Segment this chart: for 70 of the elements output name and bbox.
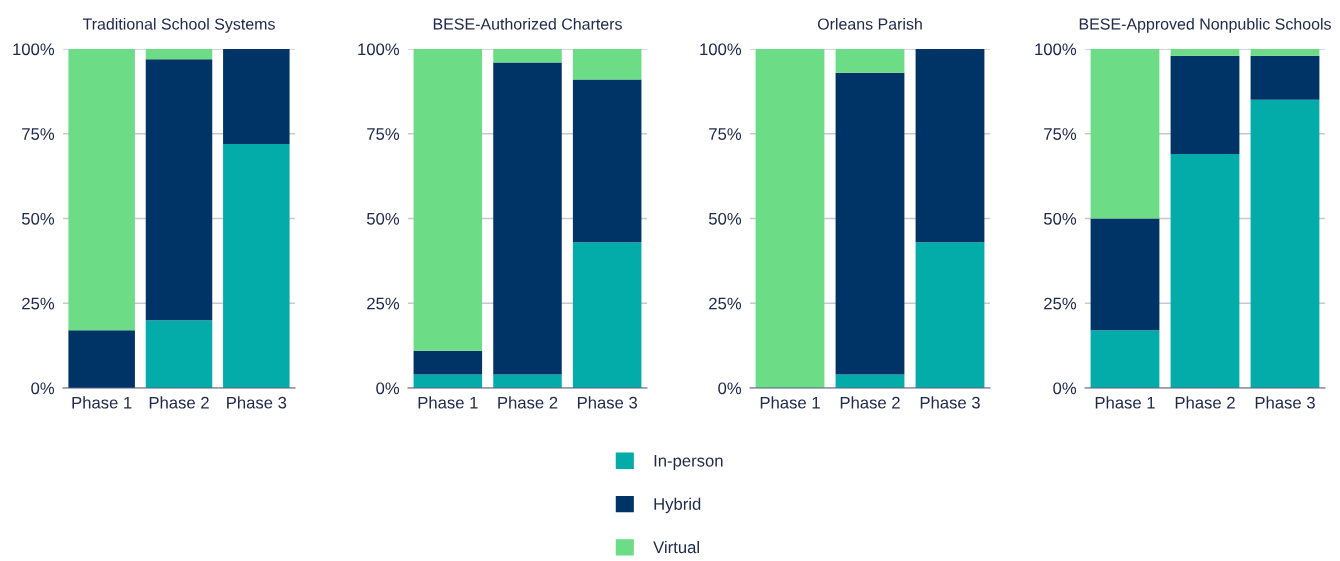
y-tick-label: 75% (22, 128, 55, 140)
y-tick-label: 100% (700, 43, 742, 56)
bar (1250, 55, 1320, 100)
bar (145, 320, 213, 388)
y-tick-label: 50% (366, 212, 400, 225)
x-tick-label: Phase 3 (227, 396, 287, 409)
legend-label: Virtual (653, 540, 699, 554)
bar (835, 72, 905, 375)
y-tick-label: 100% (358, 43, 400, 56)
bar (1090, 330, 1160, 388)
y-tick-label: 50% (21, 212, 55, 225)
y-tick-label: 25% (1044, 297, 1077, 310)
x-tick-label: Phase 3 (1255, 396, 1315, 409)
bar (572, 242, 642, 388)
bar (572, 49, 642, 80)
x-tick-label: Phase 2 (149, 396, 209, 409)
bar (835, 49, 905, 73)
y-tick-label: 75% (367, 128, 400, 140)
bar (1170, 49, 1240, 56)
x-tick-label: Phase 2 (498, 396, 558, 409)
bar (68, 49, 135, 331)
bar (493, 374, 562, 388)
y-tick-label: 25% (709, 297, 742, 310)
chart-title: BESE-Approved Nonpublic Schools (1079, 17, 1331, 33)
x-tick-label: Phase 2 (1175, 396, 1235, 409)
legend-label: Hybrid (654, 497, 701, 514)
y-tick-label: 50% (708, 212, 742, 225)
x-tick-label: Phase 1 (72, 396, 132, 409)
bar (223, 143, 290, 388)
bar (413, 350, 483, 375)
y-tick-label: 50% (1043, 212, 1077, 225)
bar (68, 330, 135, 388)
x-tick-label: Phase 1 (418, 396, 478, 409)
bar (1250, 49, 1320, 56)
bar (1250, 99, 1320, 388)
bar (145, 49, 213, 60)
chart-title: Orleans Parish (817, 17, 922, 30)
y-tick-label: 0% (31, 382, 55, 395)
bar (1170, 154, 1240, 388)
x-tick-label: Phase 1 (760, 396, 820, 409)
bar (915, 242, 985, 388)
y-tick-label: 0% (1053, 382, 1077, 395)
y-tick-label: 25% (367, 297, 400, 310)
chart-title: Traditional School Systems (82, 17, 275, 33)
x-tick-label: Phase 1 (1095, 396, 1155, 409)
bar (413, 374, 483, 388)
bar (915, 49, 985, 243)
bar (755, 49, 825, 388)
bar (413, 49, 483, 351)
y-tick-label: 100% (13, 43, 55, 56)
bar (493, 49, 562, 63)
bar (1090, 218, 1160, 331)
bar (1170, 55, 1240, 155)
y-tick-label: 0% (718, 382, 742, 395)
y-tick-label: 75% (1044, 128, 1077, 140)
x-tick-label: Phase 2 (840, 396, 900, 409)
bar (145, 59, 213, 321)
y-tick-label: 0% (376, 382, 400, 395)
chart-title: BESE-Authorized Charters (433, 17, 622, 30)
bar (835, 374, 905, 388)
bar (223, 49, 290, 144)
bar (1090, 49, 1160, 219)
bar (493, 62, 562, 375)
y-tick-label: 25% (22, 297, 55, 310)
y-tick-label: 100% (1035, 43, 1077, 56)
y-tick-label: 75% (709, 128, 742, 140)
legend-label: In-person (654, 455, 723, 470)
bar (572, 79, 642, 243)
x-tick-label: Phase 3 (577, 396, 638, 409)
x-tick-label: Phase 3 (920, 396, 980, 409)
